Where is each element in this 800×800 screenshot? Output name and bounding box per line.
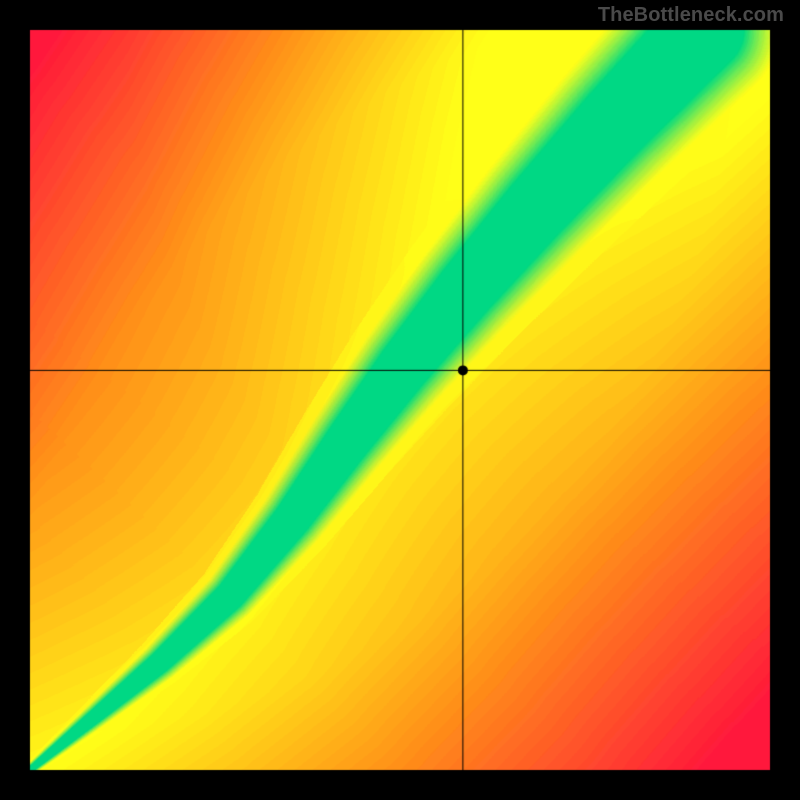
watermark-text: TheBottleneck.com [598, 4, 784, 27]
chart-container: TheBottleneck.com [0, 0, 800, 800]
bottleneck-heatmap [0, 0, 800, 800]
